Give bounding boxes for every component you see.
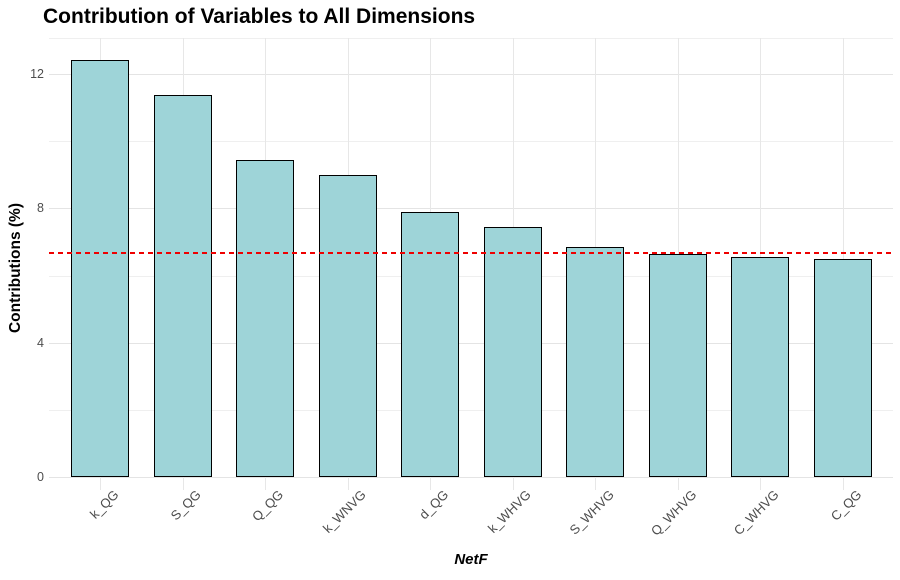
bar-C_QG: [814, 259, 872, 477]
gridline-major-y8: [49, 208, 893, 209]
bar-Q_WHVG: [649, 254, 707, 477]
bar-k_WHVG: [484, 227, 542, 477]
reference-line: [49, 252, 893, 254]
gridline-major-y0: [49, 477, 893, 478]
y-tick-label-8: 8: [37, 201, 44, 215]
bar-S_QG: [154, 95, 212, 477]
x-tick-label-C_WHVG: C_WHVG: [730, 487, 782, 538]
x-tick-label-k_WNVG: k_WNVG: [320, 487, 370, 536]
gridline-major-y12: [49, 74, 893, 75]
x-tick-label-d_QG: d_QG: [416, 487, 452, 523]
chart-title: Contribution of Variables to All Dimensi…: [43, 5, 476, 28]
gridline-minor-y2: [49, 410, 893, 411]
y-tick-label-12: 12: [30, 67, 44, 81]
gridline-minor-y10: [49, 141, 893, 142]
y-tick-label-4: 4: [37, 336, 44, 350]
gridline-minor-y6: [49, 276, 893, 277]
bar-d_QG: [401, 212, 459, 477]
y-axis-title: Contributions (%): [7, 202, 24, 334]
bar-k_QG: [71, 60, 129, 477]
bar-k_WNVG: [319, 175, 377, 477]
x-tick-label-C_QG: C_QG: [827, 487, 865, 524]
bar-C_WHVG: [731, 257, 789, 477]
x-tick-label-Q_QG: Q_QG: [249, 487, 287, 525]
x-tick-label-S_QG: S_QG: [167, 487, 205, 524]
x-tick-label-k_WHVG: k_WHVG: [485, 487, 535, 536]
gridline-panel-top: [49, 38, 893, 39]
x-tick-label-S_WHVG: S_WHVG: [566, 487, 617, 538]
x-tick-label-k_QG: k_QG: [86, 487, 122, 522]
x-axis-title: NetF: [454, 551, 488, 568]
x-tick-label-Q_WHVG: Q_WHVG: [647, 487, 700, 539]
bar-S_WHVG: [566, 247, 624, 477]
gridline-major-y4: [49, 343, 893, 344]
y-tick-label-0: 0: [37, 470, 44, 484]
bar-Q_QG: [236, 160, 294, 477]
